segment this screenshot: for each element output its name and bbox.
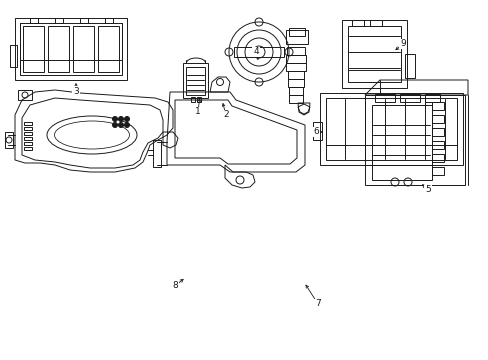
Bar [20, 23, 122, 75]
Bar [105, 18, 113, 23]
Bar [285, 63, 305, 71]
Bar [374, 94, 394, 102]
Circle shape [112, 117, 117, 121]
Circle shape [124, 122, 129, 127]
Bar [431, 102, 443, 110]
Bar [80, 18, 88, 23]
Bar [24, 137, 32, 140]
Bar [285, 55, 305, 63]
Bar [287, 71, 304, 79]
Bar [234, 47, 284, 57]
Bar [285, 30, 307, 44]
Bar [24, 132, 32, 135]
Bar [371, 105, 431, 180]
Bar [286, 47, 305, 55]
Bar [431, 115, 443, 123]
Bar [347, 26, 400, 82]
Bar [98, 26, 119, 72]
Text: 9: 9 [399, 40, 405, 49]
Bar [431, 141, 443, 149]
Bar [369, 20, 381, 26]
Bar [153, 140, 161, 167]
Bar [24, 142, 32, 145]
Bar [30, 18, 38, 23]
Circle shape [118, 122, 123, 127]
Bar [404, 54, 414, 78]
Circle shape [124, 117, 129, 121]
Text: 3: 3 [73, 86, 79, 95]
Bar [431, 154, 443, 162]
Bar [312, 122, 321, 140]
Text: 1: 1 [195, 108, 201, 117]
Text: 6: 6 [312, 127, 318, 136]
Bar [288, 87, 303, 95]
Bar [341, 20, 406, 88]
Text: 2: 2 [223, 111, 228, 120]
Bar [191, 97, 195, 102]
Bar [364, 95, 464, 185]
Bar [288, 95, 303, 103]
Bar [431, 128, 443, 136]
Bar [431, 167, 443, 175]
Text: 4: 4 [253, 48, 258, 57]
Bar [23, 26, 44, 72]
Bar [18, 90, 32, 100]
Bar [48, 26, 69, 72]
Bar [424, 94, 439, 102]
Circle shape [112, 122, 117, 127]
Bar [325, 98, 456, 160]
Bar [24, 147, 32, 150]
Bar [351, 20, 363, 26]
Text: 7: 7 [314, 300, 320, 309]
Circle shape [118, 117, 123, 121]
Bar [287, 79, 304, 87]
Bar [15, 18, 127, 80]
Bar [399, 94, 419, 102]
Text: 8: 8 [172, 282, 178, 291]
Text: 5: 5 [424, 185, 430, 194]
Bar [55, 18, 63, 23]
Bar [288, 28, 305, 36]
Bar [319, 93, 462, 165]
Bar [73, 26, 94, 72]
Bar [5, 132, 13, 148]
Bar [183, 63, 207, 98]
Bar [10, 45, 17, 67]
Bar [24, 122, 32, 125]
Bar [185, 67, 204, 95]
Bar [197, 97, 201, 102]
Bar [24, 127, 32, 130]
